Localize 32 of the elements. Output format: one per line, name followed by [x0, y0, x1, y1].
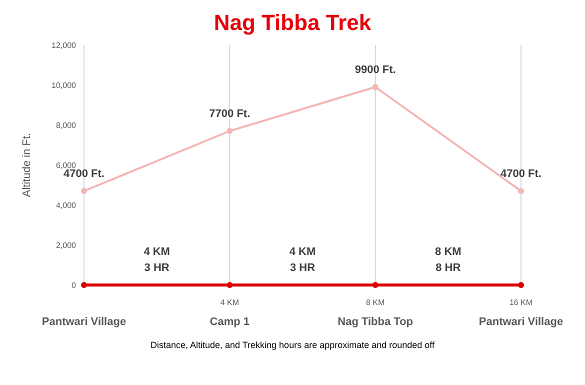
text: Distance, Altitude, and Trekking hours are approximate and rounded off — [150, 340, 435, 350]
annotation: 8 KM 8 HR — [435, 246, 462, 274]
point — [372, 282, 378, 288]
x-tick-label: Nag Tibba Top — [338, 316, 414, 328]
point — [226, 282, 233, 288]
y-tick-label: 2,000 — [56, 240, 77, 250]
y-tick-label: 6,000 — [56, 160, 77, 170]
chart-title: Nag Tibba Trek — [214, 10, 372, 35]
data-label: 9900 Ft. — [354, 64, 396, 76]
text: 16 KM — [509, 298, 533, 307]
x-tick-label: Camp 1 — [210, 316, 250, 328]
y-tick-label: 8,000 — [56, 120, 77, 130]
text: 4 KM — [220, 298, 240, 307]
y-tick-label: 0 — [72, 280, 77, 290]
point — [372, 84, 378, 90]
x-tick-label: Pantwari Village — [42, 316, 126, 328]
y-axis-title: Altitude in Ft. — [21, 132, 33, 198]
point — [81, 282, 87, 288]
annotation: 4 KM 3 HR — [144, 246, 170, 274]
point — [81, 188, 87, 194]
point — [518, 188, 524, 194]
y-tick-label: 4,000 — [56, 200, 77, 210]
y-tick-label: 12,000 — [52, 40, 77, 50]
data-label: 4700 Ft. — [64, 168, 104, 180]
annotation: 4 KM 3 HR — [289, 246, 316, 274]
point — [518, 282, 524, 288]
data-label: 7700 Ft. — [209, 108, 250, 120]
data-label: 4700 Ft. — [500, 168, 542, 180]
x-tick-label: Pantwari Village — [478, 316, 564, 328]
text: 8 KM — [366, 298, 386, 307]
point — [226, 128, 233, 134]
y-tick-label: 10,000 — [52, 80, 77, 90]
